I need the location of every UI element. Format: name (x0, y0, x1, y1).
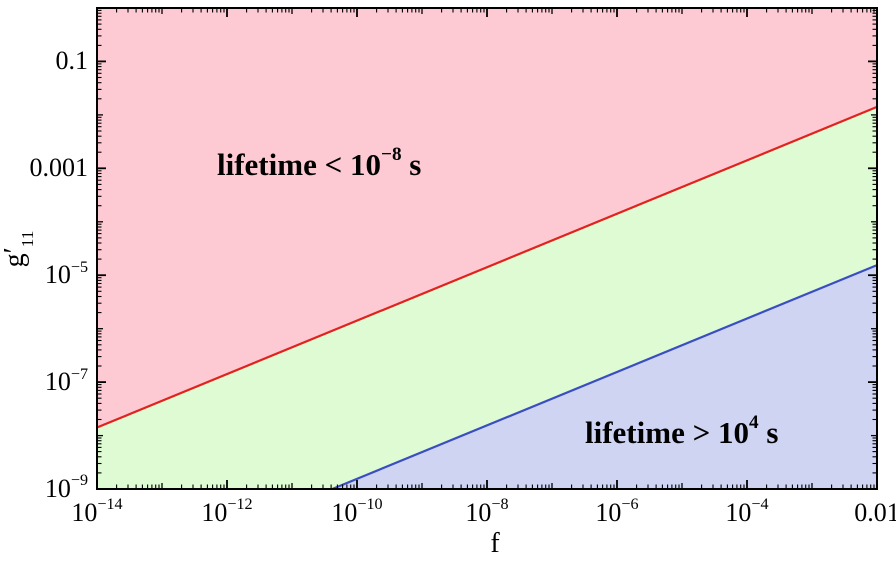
lifetime-1e4s-contour (331, 264, 878, 491)
x-tick-label: 0.01 (854, 498, 896, 527)
y-tick-label: 0.1 (55, 46, 89, 76)
y-tick-label: 10−7 (44, 365, 88, 397)
annotation-long-lifetime: lifetime > 104 s (585, 413, 779, 450)
intermediate-lifetime-region (97, 106, 877, 490)
annotation-short-lifetime-unit: s (401, 147, 422, 182)
short-lifetime-region (97, 8, 877, 428)
x-tick-label: 10−14 (71, 496, 123, 527)
annotation-short-lifetime-exponent: −8 (381, 144, 402, 166)
annotation-long-lifetime-unit: s (758, 415, 779, 450)
y-tick-label: 0.001 (29, 153, 89, 183)
x-tick-label: 10−10 (331, 496, 383, 527)
x-tick-label: 10−4 (725, 496, 769, 527)
annotation-long-lifetime-text: lifetime > 10 (585, 415, 749, 450)
annotation-short-lifetime: lifetime < 10−8 s (217, 145, 422, 182)
lifetime-1e-8s-contour (96, 105, 878, 429)
annotation-long-lifetime-exponent: 4 (749, 412, 759, 434)
y-tick-label: 10−9 (44, 472, 88, 503)
y-axis-title-subscript: 11 (17, 230, 37, 248)
x-tick-label: 10−12 (201, 496, 253, 527)
plot-frame (96, 7, 878, 490)
y-tick-label: 10−5 (44, 258, 88, 290)
x-axis-title: f (490, 528, 500, 559)
x-tick-label: 10−8 (465, 496, 509, 527)
annotation-short-lifetime-text: lifetime < 10 (217, 147, 381, 182)
x-tick-label: 10−6 (595, 496, 639, 527)
